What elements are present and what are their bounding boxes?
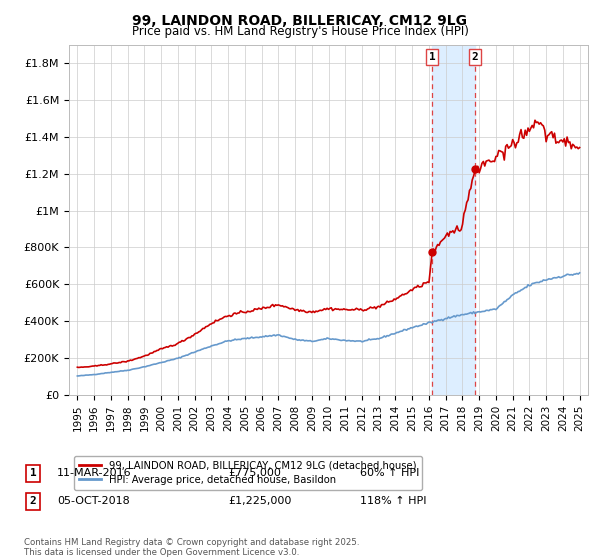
Text: Contains HM Land Registry data © Crown copyright and database right 2025.
This d: Contains HM Land Registry data © Crown c…: [24, 538, 359, 557]
Text: 118% ↑ HPI: 118% ↑ HPI: [360, 496, 427, 506]
Text: 05-OCT-2018: 05-OCT-2018: [57, 496, 130, 506]
Text: £1,225,000: £1,225,000: [228, 496, 292, 506]
Text: 1: 1: [429, 52, 436, 62]
Text: 1: 1: [29, 468, 37, 478]
Text: 2: 2: [472, 52, 478, 62]
Text: Price paid vs. HM Land Registry's House Price Index (HPI): Price paid vs. HM Land Registry's House …: [131, 25, 469, 38]
Text: 99, LAINDON ROAD, BILLERICAY, CM12 9LG: 99, LAINDON ROAD, BILLERICAY, CM12 9LG: [133, 14, 467, 28]
Text: 2: 2: [29, 496, 37, 506]
Bar: [432, 45, 475, 395]
Legend: 99, LAINDON ROAD, BILLERICAY, CM12 9LG (detached house), HPI: Average price, det: 99, LAINDON ROAD, BILLERICAY, CM12 9LG (…: [74, 455, 421, 489]
Text: £775,000: £775,000: [228, 468, 281, 478]
Text: 11-MAR-2016: 11-MAR-2016: [57, 468, 131, 478]
Text: 60% ↑ HPI: 60% ↑ HPI: [360, 468, 419, 478]
